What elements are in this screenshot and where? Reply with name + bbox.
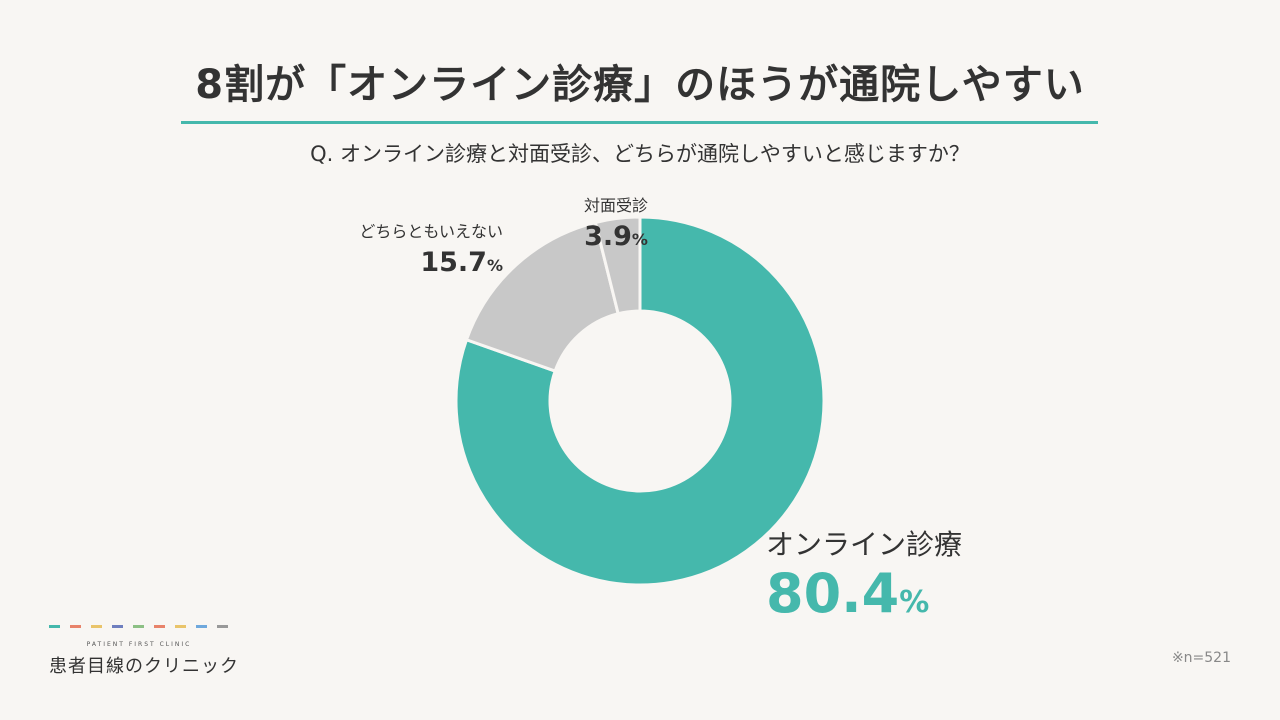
- label-online-name: オンライン診療: [766, 528, 963, 561]
- label-neither-name: どちらともいえない: [359, 222, 503, 241]
- clinic-logo: 患者目線のクリニック: [49, 656, 239, 677]
- label-online-value: 80.4: [766, 562, 900, 625]
- logo-dash: [49, 625, 60, 628]
- logo-dash: [70, 625, 81, 628]
- label-online-unit: %: [899, 585, 930, 620]
- sample-size-note: ※n=521: [1171, 650, 1231, 666]
- logo-dash: [91, 625, 102, 628]
- logo-dash: [112, 625, 123, 628]
- logo-dashes: [49, 625, 229, 628]
- logo-subtitle: PATIENT FIRST CLINIC: [86, 641, 192, 648]
- label-in-person-unit: %: [631, 230, 648, 249]
- label-online: オンライン診療 80.4%: [766, 528, 962, 635]
- logo-dash: [175, 625, 186, 628]
- page-title: 8割が「オンライン診療」のほうが通院しやすい: [195, 62, 1085, 108]
- label-in-person: 対面受診 3.9%: [560, 192, 672, 255]
- logo-dash: [196, 625, 207, 628]
- slice-in-person: [593, 215, 642, 316]
- logo-dash: [217, 625, 228, 628]
- slice-online: [454, 215, 826, 587]
- label-in-person-value: 3.9: [584, 221, 632, 252]
- logo-dash: [133, 625, 144, 628]
- label-in-person-value-row: 3.9%: [560, 222, 672, 255]
- survey-question: Q. オンライン診療と対面受診、どちらが通院しやすいと感じますか？: [310, 142, 970, 166]
- label-neither-unit: %: [486, 256, 503, 275]
- slice-neither: [464, 220, 620, 373]
- logo-dash: [154, 625, 165, 628]
- label-online-value-row: 80.4%: [766, 562, 962, 635]
- label-neither: どちらともいえない 15.7%: [359, 218, 503, 281]
- title-underline: [181, 121, 1098, 124]
- label-in-person-name: 対面受診: [583, 196, 648, 215]
- label-neither-value-row: 15.7%: [359, 248, 503, 281]
- label-neither-value: 15.7: [420, 247, 487, 278]
